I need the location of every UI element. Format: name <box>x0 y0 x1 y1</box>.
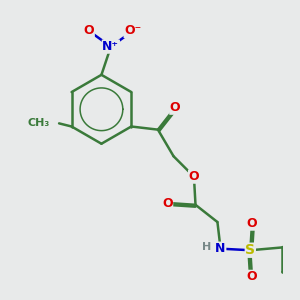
Text: O: O <box>84 25 94 38</box>
Text: O: O <box>247 217 257 230</box>
Text: H: H <box>202 242 211 252</box>
Text: CH₃: CH₃ <box>27 118 50 128</box>
Text: S: S <box>245 243 255 257</box>
Text: N: N <box>215 242 226 255</box>
Text: O: O <box>170 101 181 114</box>
Text: O: O <box>162 197 172 210</box>
Text: N⁺: N⁺ <box>102 40 119 53</box>
Text: O⁻: O⁻ <box>124 25 141 38</box>
Text: O: O <box>247 270 257 284</box>
Text: O: O <box>189 170 199 183</box>
